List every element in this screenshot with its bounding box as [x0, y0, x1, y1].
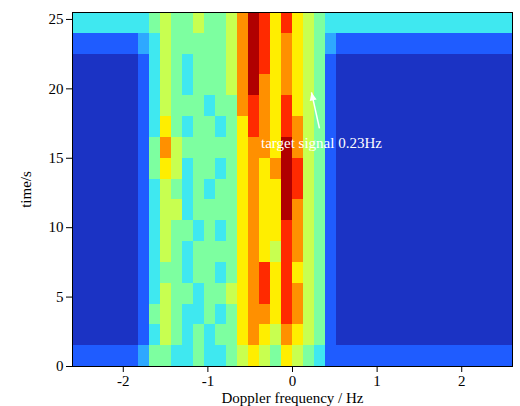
svg-text:5: 5 [56, 289, 64, 305]
svg-text:2: 2 [458, 373, 466, 389]
svg-text:-1: -1 [202, 373, 215, 389]
svg-text:Doppler frequency / Hz: Doppler frequency / Hz [221, 390, 363, 406]
svg-text:10: 10 [49, 219, 64, 235]
svg-text:15: 15 [49, 150, 64, 166]
svg-text:1: 1 [373, 373, 381, 389]
svg-text:0: 0 [289, 373, 297, 389]
svg-text:20: 20 [49, 81, 64, 97]
svg-text:0: 0 [56, 358, 64, 374]
svg-text:time/s: time/s [18, 171, 34, 208]
svg-text:25: 25 [49, 11, 64, 27]
svg-text:target signal 0.23Hz: target signal 0.23Hz [261, 135, 382, 151]
svg-text:-2: -2 [117, 373, 129, 389]
